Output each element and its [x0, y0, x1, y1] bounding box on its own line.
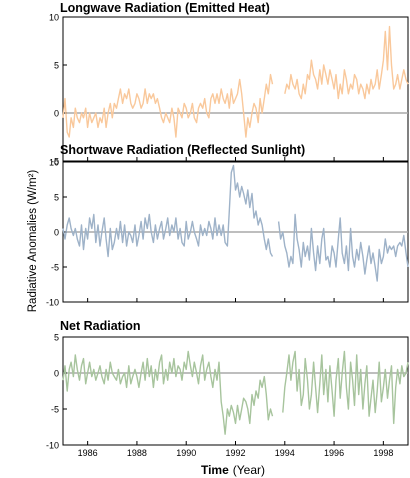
x-axis-ticks: 1986 1988 1990 1992 1994 1996 1998 [78, 448, 394, 458]
x-tick-label: 1988 [127, 448, 147, 458]
panel-shortwave: Shortwave Radiation (Reflected Sunlight)… [46, 143, 409, 308]
y-tick-label-shortwave: -5 [51, 263, 59, 273]
panel-frame-longwave [62, 16, 409, 162]
panel-frame-net [62, 336, 409, 446]
panel-title-shortwave: Shortwave Radiation (Reflected Sunlight) [60, 143, 305, 157]
panel-ticks-shortwave: -10 -5 0 5 10 [46, 158, 384, 308]
y-tick-label-net: -10 [46, 441, 59, 451]
series-line-longwave-2 [284, 25, 409, 100]
panel-border-longwave [62, 16, 409, 162]
y-tick-label-longwave: 0 [54, 109, 59, 119]
x-axis-label-unit: (Year) [233, 463, 265, 477]
y-tick-label-longwave: 10 [49, 13, 59, 23]
x-tick-label: 1990 [176, 448, 196, 458]
y-tick-label-shortwave: 0 [54, 228, 59, 238]
panel-ticks-longwave: -5 0 5 10 [49, 13, 384, 167]
series-line-net-1 [62, 350, 274, 435]
panel-longwave: Longwave Radiation (Emitted Heat) -5 0 5 10 [49, 1, 409, 167]
x-tick-label: 1992 [225, 448, 245, 458]
x-tick-label: 1986 [78, 448, 98, 458]
y-tick-label-net: 5 [54, 333, 59, 343]
y-axis-label: Radiative Anomalies (W/m²) [27, 170, 39, 313]
y-tick-label-longwave: -5 [51, 157, 59, 167]
y-tick-label-shortwave: 10 [49, 158, 59, 168]
series-line-net-2 [282, 350, 409, 425]
x-tick-label: 1998 [373, 448, 393, 458]
x-tick-label: 1994 [275, 448, 295, 458]
y-tick-label-shortwave: 5 [54, 193, 59, 203]
panel-series-shortwave [62, 164, 409, 282]
panel-title-net: Net Radiation [60, 319, 141, 333]
y-tick-label-shortwave: -10 [46, 298, 59, 308]
panel-series-net [62, 350, 409, 435]
y-tick-label-longwave: 5 [54, 61, 59, 71]
x-axis-label: Time (Year) [201, 463, 265, 477]
series-line-shortwave-1 [62, 164, 274, 258]
y-tick-label-net: -5 [51, 405, 59, 415]
x-tick-label: 1996 [324, 448, 344, 458]
panel-title-longwave: Longwave Radiation (Emitted Heat) [60, 1, 270, 15]
y-tick-label-net: 0 [54, 369, 59, 379]
panel-series-longwave [62, 25, 409, 138]
series-line-longwave-1 [62, 73, 274, 138]
panel-net: Net Radiation -10 -5 0 5 [46, 319, 409, 451]
series-line-shortwave-2 [277, 213, 409, 282]
x-axis-label-main: Time [201, 463, 229, 477]
panel-border-net [62, 336, 409, 446]
